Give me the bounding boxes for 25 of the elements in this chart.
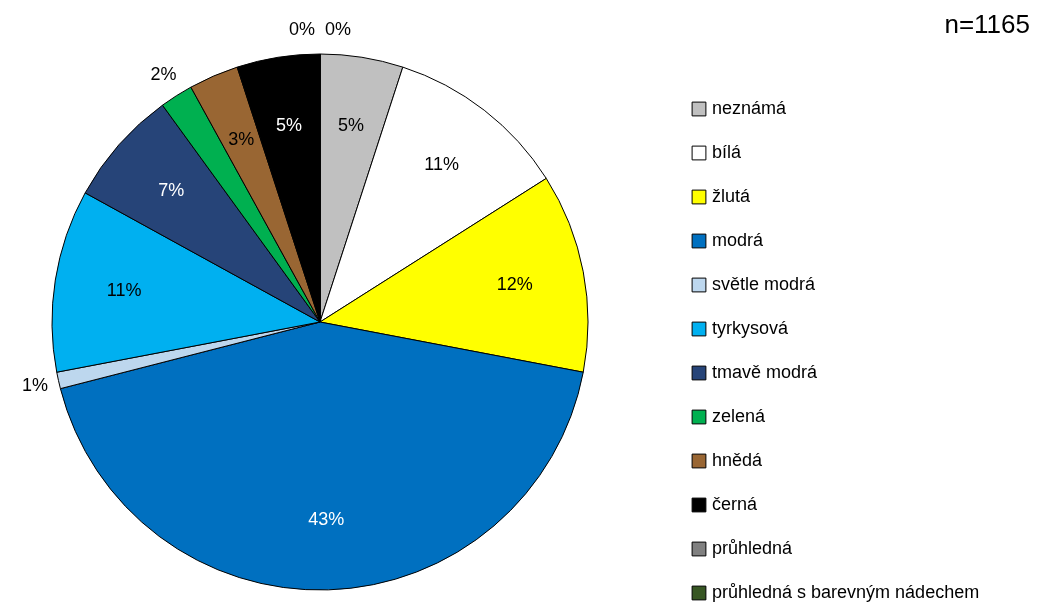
legend-label: průhledná xyxy=(712,538,794,558)
data-label: 5% xyxy=(275,115,302,136)
data-label: 1% xyxy=(22,374,49,395)
legend-label: bílá xyxy=(712,142,743,162)
legend-label: neznámá xyxy=(712,98,788,118)
legend-label: tmavě modrá xyxy=(712,362,819,382)
data-label: 11% xyxy=(424,154,459,175)
data-label: 12% xyxy=(496,273,533,294)
legend-label: žlutá xyxy=(712,186,752,206)
legend-label: průhledná s barevným nádechem xyxy=(712,582,980,602)
data-label: 5% xyxy=(338,115,365,136)
text: 0% xyxy=(288,19,316,39)
legend-label: světle modrá xyxy=(712,274,817,294)
data-label: 3% xyxy=(228,128,255,149)
data-label: 11% xyxy=(106,279,142,300)
legend-label: zelená xyxy=(712,406,767,426)
text: n=1165 xyxy=(944,9,1030,39)
data-label: 2% xyxy=(150,64,177,85)
data-label: 43% xyxy=(308,509,345,530)
text: 0% xyxy=(324,19,352,39)
data-label: 7% xyxy=(158,179,185,200)
legend-label: tyrkysová xyxy=(712,318,790,338)
legend-label: modrá xyxy=(712,230,765,250)
legend-label: hnědá xyxy=(712,450,764,470)
legend-label: černá xyxy=(712,494,759,514)
